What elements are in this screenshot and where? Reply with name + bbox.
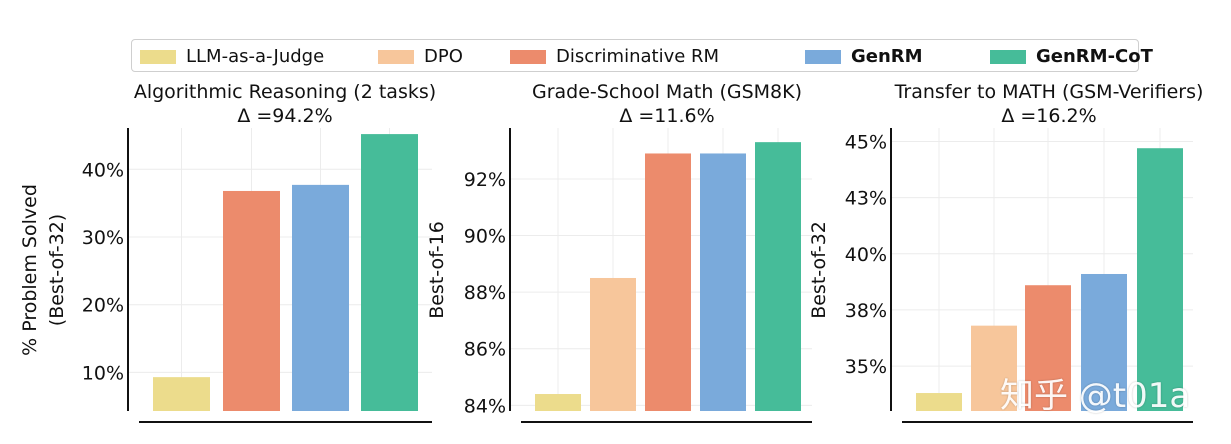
y-tick-label: 84% — [464, 395, 506, 417]
bar — [361, 134, 418, 411]
y-axis-label: % Problem Solved — [19, 184, 41, 356]
bar — [1025, 285, 1071, 411]
y-tick-label: 43% — [845, 188, 887, 210]
y-tick-label: 38% — [845, 300, 887, 322]
y-axis-label: Best-of-16 — [426, 221, 448, 319]
watermark: 知乎 @t01a — [1000, 376, 1191, 416]
bar — [292, 184, 349, 411]
legend-item: GenRM-CoT — [990, 40, 1153, 73]
chart-subtitle: Δ =94.2% — [237, 105, 332, 127]
legend-swatch — [510, 49, 546, 64]
chart-subtitle: Δ =11.6% — [619, 105, 714, 127]
y-tick-label: 30% — [82, 227, 124, 249]
legend: LLM-as-a-Judge DPO Discriminative RM GenRM G… — [131, 39, 1153, 73]
bar — [223, 190, 280, 411]
bar — [535, 394, 581, 411]
y-axis-label: (Best-of-32) — [46, 214, 68, 326]
y-tick-label: 45% — [845, 131, 887, 153]
legend-item: Discriminative RM — [510, 40, 719, 73]
y-tick-label: 90% — [464, 226, 506, 248]
y-tick-label: 92% — [464, 169, 506, 191]
y-axis-label: Best-of-32 — [808, 221, 830, 319]
y-tick-label: 86% — [464, 339, 506, 361]
chart-subtitle: Δ =16.2% — [1001, 105, 1096, 127]
y-tick-label: 40% — [845, 244, 887, 266]
bar — [1081, 273, 1127, 411]
bar — [645, 153, 691, 411]
bar — [971, 325, 1017, 411]
legend-item: DPO — [378, 40, 463, 73]
y-tick-label: 10% — [82, 362, 124, 384]
y-tick-label: 40% — [82, 159, 124, 181]
legend-label: GenRM-CoT — [1036, 46, 1153, 67]
y-tick-label: 20% — [82, 295, 124, 317]
legend-swatch — [805, 49, 841, 64]
legend-swatch — [990, 49, 1026, 64]
bar — [916, 393, 962, 411]
chart-title: Algorithmic Reasoning (2 tasks) — [134, 81, 436, 103]
legend-item: GenRM — [805, 40, 923, 73]
bar — [590, 277, 636, 411]
legend-item: LLM-as-a-Judge — [140, 40, 324, 73]
y-tick-label: 88% — [464, 282, 506, 304]
legend-label: Discriminative RM — [556, 46, 720, 67]
legend-swatch — [378, 49, 414, 64]
legend-label: LLM-as-a-Judge — [186, 46, 325, 67]
legend-swatch — [140, 49, 176, 64]
y-tick-label: 35% — [845, 356, 887, 378]
legend-label: GenRM — [851, 46, 923, 67]
legend-label: DPO — [424, 46, 463, 67]
bar — [1137, 148, 1183, 411]
chart-title: Transfer to MATH (GSM-Verifiers) — [894, 81, 1204, 103]
bar — [755, 142, 801, 411]
bar — [153, 377, 210, 411]
chart-title: Grade-School Math (GSM8K) — [532, 81, 802, 103]
bar — [700, 153, 746, 411]
